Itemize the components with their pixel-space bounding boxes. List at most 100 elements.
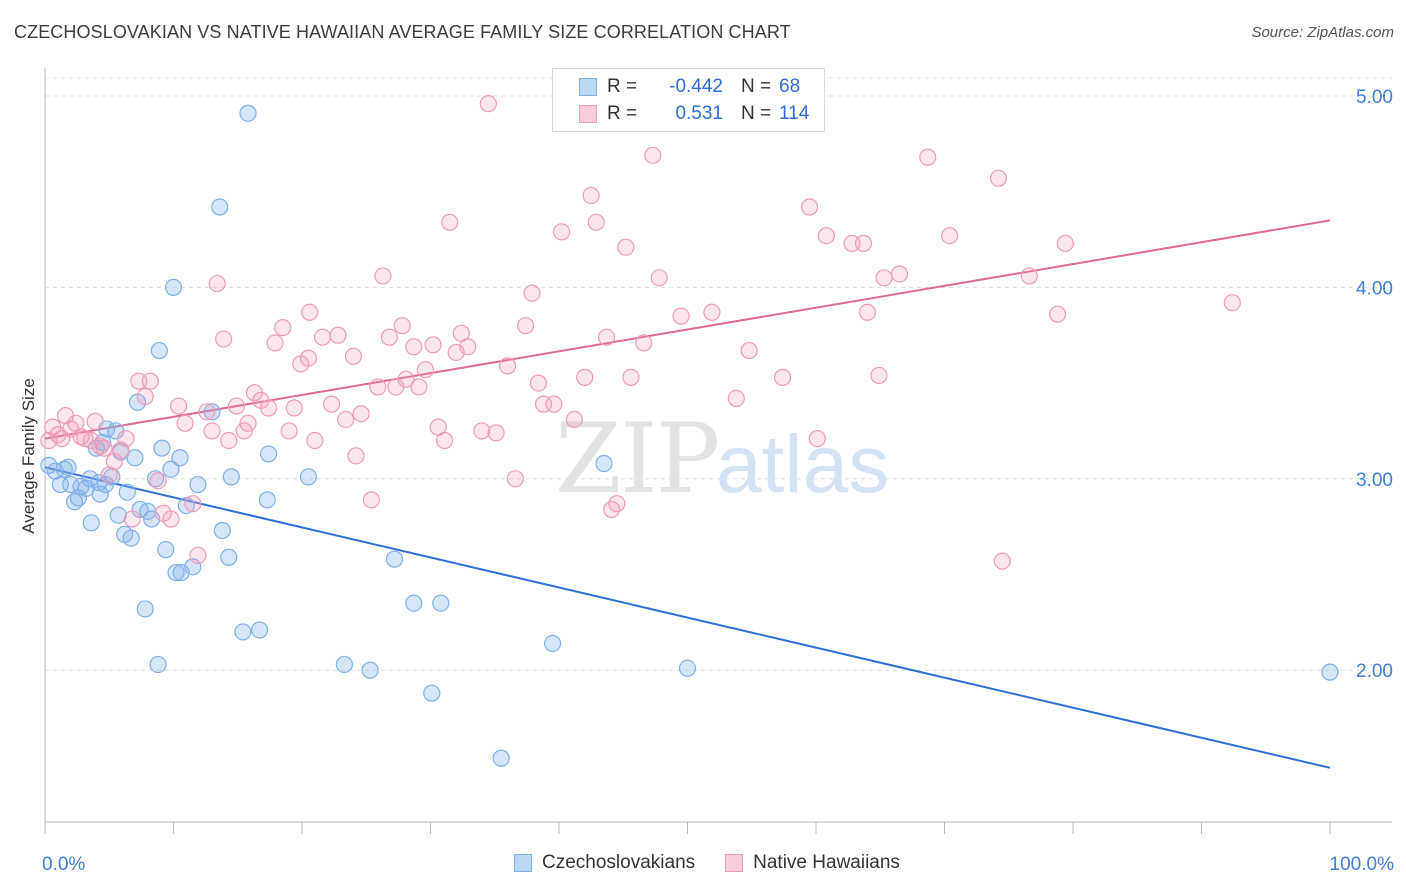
point-native-hawaiian xyxy=(198,403,216,421)
point-native-hawaiian xyxy=(337,410,355,429)
point-native-hawaiian xyxy=(1223,294,1241,312)
point-czechoslovakian xyxy=(361,661,379,679)
point-native-hawaiian xyxy=(410,378,428,396)
x-tick-label: 100.0% xyxy=(1330,854,1395,875)
trend-line-czechoslovakians xyxy=(44,466,1331,769)
point-native-hawaiian xyxy=(397,370,415,388)
point-native-hawaiian xyxy=(1048,305,1067,323)
tick-labels: 2.00 3.00 4.00 5.00 0.0% 100.0% xyxy=(42,87,1394,875)
point-czechoslovakian xyxy=(239,104,257,122)
chart-title: CZECHOSLOVAKIAN VS NATIVE HAWAIIAN AVERA… xyxy=(14,22,791,42)
point-native-hawaiian xyxy=(344,347,362,365)
point-native-hawaiian xyxy=(529,374,548,392)
point-czechoslovakian xyxy=(222,468,240,486)
point-native-hawaiian xyxy=(576,368,594,386)
legend-swatch-blue xyxy=(514,854,532,872)
point-native-hawaiian xyxy=(162,510,180,528)
point-native-hawaiian xyxy=(622,368,640,386)
series-legend: Czechoslovakians Native Hawaiians xyxy=(514,852,930,874)
x-tick-label: 0.0% xyxy=(42,854,85,875)
point-czechoslovakian xyxy=(259,445,278,463)
point-czechoslovakian xyxy=(122,529,140,547)
point-native-hawaiian xyxy=(487,424,505,442)
point-native-hawaiian xyxy=(369,378,387,396)
legend-r-value: -0.442 xyxy=(669,76,723,97)
point-native-hawaiian xyxy=(306,431,324,450)
point-czechoslovakian xyxy=(595,454,613,473)
point-native-hawaiian xyxy=(1020,267,1038,285)
point-native-hawaiian xyxy=(347,447,365,465)
series-czechoslovakians xyxy=(40,104,1339,767)
point-czechoslovakian xyxy=(164,278,183,296)
point-czechoslovakian xyxy=(405,594,423,612)
point-czechoslovakian xyxy=(157,541,175,559)
legend-swatch-pink xyxy=(579,105,597,123)
axes xyxy=(44,68,1392,834)
point-native-hawaiian xyxy=(40,431,58,450)
point-native-hawaiian xyxy=(117,430,135,448)
point-native-hawaiian xyxy=(322,395,341,413)
point-czechoslovakian xyxy=(146,470,165,488)
point-native-hawaiian xyxy=(374,267,392,285)
point-native-hawaiian xyxy=(608,495,626,513)
point-czechoslovakian xyxy=(162,460,180,478)
point-native-hawaiian xyxy=(727,389,745,408)
point-native-hawaiian xyxy=(416,361,434,379)
point-czechoslovakian xyxy=(492,749,510,767)
legend-r-value: 0.531 xyxy=(675,103,723,124)
legend-n-label: N = xyxy=(741,76,772,97)
point-native-hawaiian xyxy=(299,349,318,367)
point-native-hawaiian xyxy=(870,366,888,385)
y-tick-label: 2.00 xyxy=(1356,661,1393,682)
point-native-hawaiian xyxy=(858,303,877,321)
point-native-hawaiian xyxy=(545,395,563,413)
point-native-hawaiian xyxy=(740,341,758,360)
point-czechoslovakian xyxy=(153,439,171,457)
point-native-hawaiian xyxy=(506,470,524,488)
point-native-hawaiian xyxy=(875,269,893,287)
y-tick-label: 5.00 xyxy=(1356,87,1393,108)
point-native-hawaiian xyxy=(170,397,188,415)
point-czechoslovakian xyxy=(150,341,168,360)
legend-swatch-blue xyxy=(579,78,597,96)
point-native-hawaiian xyxy=(817,227,835,245)
point-czechoslovakian xyxy=(171,449,189,467)
point-native-hawaiian xyxy=(644,146,662,164)
correlation-legend: R = -0.442 N = 68 R = 0.531 N = 114 xyxy=(552,68,825,132)
legend-swatch-pink xyxy=(725,854,744,872)
point-native-hawaiian xyxy=(989,169,1008,187)
legend-item-native-hawaiians: Native Hawaiians xyxy=(725,852,900,874)
point-native-hawaiian xyxy=(436,431,454,450)
point-native-hawaiian xyxy=(890,265,909,283)
point-czechoslovakian xyxy=(1321,663,1339,681)
point-native-hawaiian xyxy=(650,269,668,287)
point-native-hawaiian xyxy=(149,472,167,490)
point-native-hawaiian xyxy=(479,95,497,113)
point-native-hawaiian xyxy=(274,318,292,337)
point-czechoslovakian xyxy=(59,458,77,476)
legend-n-label: N = xyxy=(741,103,772,124)
point-czechoslovakian xyxy=(299,468,318,486)
point-native-hawaiian xyxy=(329,326,347,344)
point-native-hawaiian xyxy=(516,317,535,335)
point-native-hawaiian xyxy=(582,186,600,205)
point-native-hawaiian xyxy=(136,387,154,406)
point-native-hawaiian xyxy=(266,334,284,352)
point-native-hawaiian xyxy=(380,328,398,346)
point-native-hawaiian xyxy=(441,213,459,231)
point-native-hawaiian xyxy=(523,284,541,302)
point-native-hawaiian xyxy=(239,414,257,432)
point-native-hawaiian xyxy=(800,198,819,216)
point-native-hawaiian xyxy=(919,148,937,166)
point-czechoslovakian xyxy=(91,485,109,503)
point-native-hawaiian xyxy=(635,334,653,352)
point-czechoslovakian xyxy=(82,514,100,532)
point-czechoslovakian xyxy=(258,491,276,509)
point-native-hawaiian xyxy=(301,303,319,321)
point-native-hawaiian xyxy=(280,422,298,440)
point-native-hawaiian xyxy=(499,357,517,375)
legend-n-value: 68 xyxy=(779,76,801,97)
y-axis-label: Average Family Size xyxy=(19,378,38,534)
point-native-hawaiian xyxy=(203,422,221,440)
legend-label: Native Hawaiians xyxy=(753,852,900,873)
